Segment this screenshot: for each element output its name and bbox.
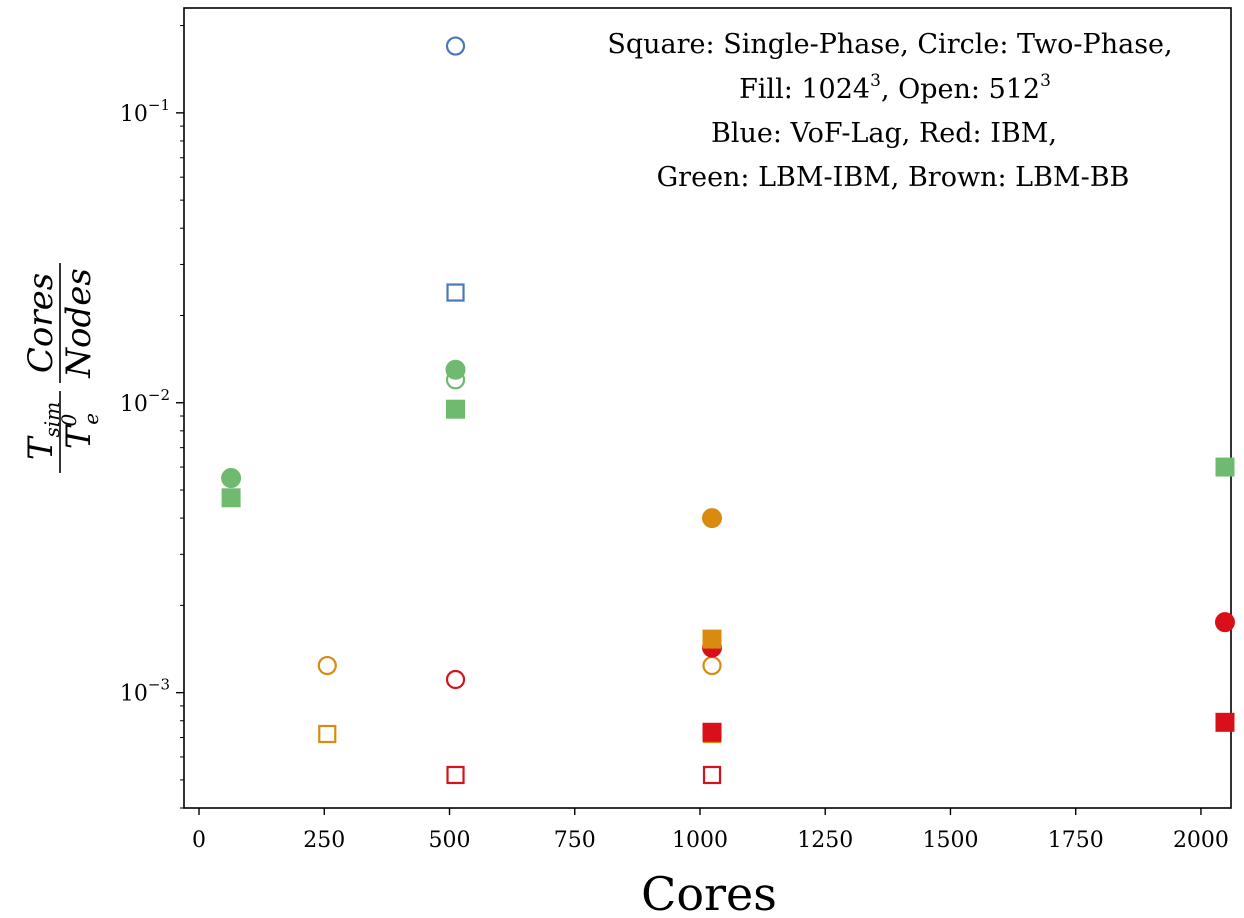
y-tick-base: 10 — [120, 392, 148, 417]
y-axis-label: Tsim T0e Cores Nodes — [21, 263, 103, 473]
lbm-ibm-square-filled-marker — [221, 488, 241, 508]
vof-lag-square-open-marker — [446, 283, 465, 302]
y-label-den-left-main: T — [59, 424, 99, 449]
legend-line-2-a: Fill: 1024 — [739, 74, 870, 105]
ibm-square-open-marker — [446, 765, 465, 785]
plot-frame — [183, 7, 1232, 809]
ibm-circle-filled-marker — [1214, 612, 1235, 633]
x-axis: 0 250 500 750 1000 1250 1500 1750 2000 — [192, 808, 1229, 853]
y-label-den-left: T0e — [57, 413, 103, 449]
x-tick-label: 250 — [303, 828, 345, 853]
lbm-ibm-circle-filled-marker — [221, 468, 242, 489]
legend-line-2-sup-b: 3 — [1040, 71, 1051, 91]
y-label-num-left: Tsim — [21, 402, 64, 460]
legend-annotation: Square: Single-Phase, Circle: Two-Phase,… — [607, 29, 1172, 193]
y-tick-exponent: −1 — [148, 96, 170, 114]
lbm-bb-circle-open-marker — [317, 655, 337, 676]
data-markers — [221, 36, 1235, 785]
legend-line-3: Blue: VoF-Lag, Red: IBM, — [711, 118, 1057, 149]
y-label-num-left-main: T — [21, 435, 61, 460]
ibm-circle-open-marker — [445, 669, 466, 690]
y-tick-label: 10−2 — [120, 386, 170, 417]
legend-line-4: Green: LBM-IBM, Brown: LBM-BB — [657, 162, 1130, 193]
y-label-den-left-sup: 0 — [57, 413, 81, 426]
lbm-bb-square-open-marker — [318, 724, 337, 744]
x-tick-label: 500 — [429, 828, 471, 853]
x-tick-label: 2000 — [1173, 828, 1229, 853]
lbm-ibm-square-filled-marker — [446, 399, 466, 419]
y-label-num-right: Cores — [21, 273, 61, 373]
legend-line-2-b: , Open: 512 — [881, 74, 1040, 105]
y-tick-label: 10−3 — [120, 676, 170, 707]
x-tick-label: 1500 — [922, 828, 978, 853]
lbm-bb-circle-open-marker — [702, 655, 722, 676]
y-tick-base: 10 — [120, 102, 148, 127]
ibm-square-open-marker — [702, 765, 722, 785]
legend-line-2: Fill: 10243, Open: 5123 — [739, 71, 1051, 105]
lbm-ibm-circle-open-marker — [445, 370, 466, 390]
y-tick-exponent: −3 — [148, 676, 170, 694]
y-axis: 10−110−210−3 — [120, 25, 184, 809]
y-tick-label: 10−1 — [120, 96, 170, 127]
y-tick-base: 10 — [120, 682, 148, 707]
vof-lag-circle-open-marker — [445, 36, 466, 56]
lbm-ibm-circle-filled-marker — [445, 359, 466, 380]
lbm-bb-square-filled-marker — [702, 629, 722, 649]
y-label-den-left-sub: e — [79, 413, 103, 425]
x-axis-label: Cores — [641, 867, 777, 918]
plot-area — [183, 7, 1232, 809]
y-label-den-right: Nodes — [59, 268, 99, 379]
legend-line-1: Square: Single-Phase, Circle: Two-Phase, — [607, 29, 1172, 60]
x-tick-label: 1250 — [797, 828, 853, 853]
ibm-square-filled-marker — [702, 722, 722, 742]
legend-line-2-sup-a: 3 — [870, 71, 881, 91]
lbm-ibm-square-filled-marker — [1215, 457, 1235, 477]
lbm-bb-circle-filled-marker — [702, 508, 723, 529]
x-tick-label: 1750 — [1048, 828, 1104, 853]
x-tick-label: 750 — [554, 828, 596, 853]
ibm-square-filled-marker — [1215, 712, 1235, 732]
x-tick-label: 1000 — [672, 828, 728, 853]
y-tick-exponent: −2 — [148, 386, 170, 404]
x-tick-label: 0 — [192, 828, 206, 853]
